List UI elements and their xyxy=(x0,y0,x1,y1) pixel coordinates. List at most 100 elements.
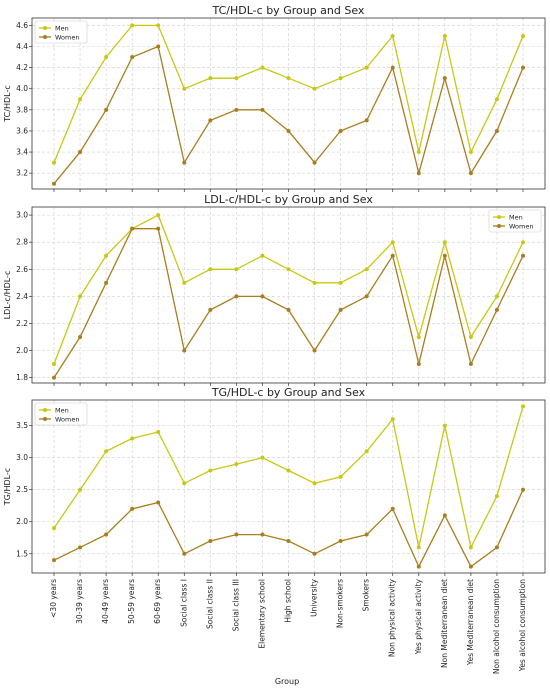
y-tick-label: 2.2 xyxy=(16,319,28,328)
data-point-women xyxy=(416,171,421,176)
data-point-men xyxy=(208,468,213,473)
chart-title: LDL-c/HDL-c by Group and Sex xyxy=(204,193,373,206)
x-tick-label: Social class III xyxy=(231,579,240,631)
data-point-men xyxy=(416,545,421,550)
data-point-women xyxy=(364,532,369,537)
data-point-women xyxy=(156,500,161,505)
legend-label: Women xyxy=(55,415,79,423)
data-point-men xyxy=(286,267,291,272)
x-axis-label: Group xyxy=(275,677,299,686)
data-point-men xyxy=(286,468,291,473)
y-tick-label: 2.8 xyxy=(16,238,28,247)
data-point-men xyxy=(338,76,343,81)
data-point-men xyxy=(78,487,83,492)
x-tick-label: High school xyxy=(284,579,293,623)
data-point-women xyxy=(156,226,161,231)
legend-label: Women xyxy=(55,33,79,41)
data-point-women xyxy=(521,487,525,492)
data-point-men xyxy=(260,455,265,460)
data-point-men xyxy=(364,267,369,272)
data-point-women xyxy=(442,513,447,518)
x-tick-label: 40-49 years xyxy=(101,579,110,624)
data-point-men xyxy=(390,417,395,422)
x-tick-label: University xyxy=(310,578,319,616)
data-point-women xyxy=(494,307,499,312)
data-point-women xyxy=(494,128,499,133)
data-point-women xyxy=(416,564,421,569)
data-point-women xyxy=(494,545,499,550)
y-tick-label: 3.8 xyxy=(16,105,28,114)
data-point-men xyxy=(52,362,56,367)
data-point-women xyxy=(286,128,291,133)
data-point-women xyxy=(208,307,213,312)
data-point-men xyxy=(468,545,473,550)
data-point-women xyxy=(78,150,83,155)
data-point-women xyxy=(468,564,473,569)
data-point-women xyxy=(234,294,239,299)
data-point-women xyxy=(260,294,265,299)
x-tick-label: 50-59 years xyxy=(127,579,136,624)
chart-title: TC/HDL-c by Group and Sex xyxy=(212,4,365,17)
data-point-men xyxy=(338,280,343,285)
data-point-men xyxy=(390,33,395,38)
data-point-women xyxy=(234,532,239,537)
data-point-women xyxy=(364,118,369,123)
data-point-women xyxy=(130,506,135,511)
data-point-men xyxy=(104,253,109,258)
y-tick-label: 3.4 xyxy=(16,148,28,157)
data-point-men xyxy=(312,481,317,486)
x-tick-label: Non physical activity xyxy=(388,578,397,657)
data-point-men xyxy=(130,23,135,28)
data-point-men xyxy=(338,474,343,479)
legend-swatch-marker xyxy=(43,408,47,412)
x-tick-label: Yes alcohol consumption xyxy=(518,579,527,672)
data-point-men xyxy=(130,436,135,441)
data-point-men xyxy=(442,423,447,428)
y-axis-label: TG/HDL-c xyxy=(3,468,12,507)
y-tick-label: 4.4 xyxy=(16,42,28,51)
data-point-women xyxy=(442,76,447,81)
data-point-men xyxy=(416,334,421,339)
y-tick-label: 4.0 xyxy=(16,84,28,93)
data-point-men xyxy=(78,97,83,102)
data-point-women xyxy=(130,226,135,231)
data-point-women xyxy=(416,362,421,367)
data-point-men xyxy=(156,23,161,28)
legend-swatch-marker xyxy=(43,417,47,421)
x-tick-label: Non-smokers xyxy=(336,579,345,628)
data-point-men xyxy=(390,240,395,245)
x-tick-label: Smokers xyxy=(362,579,371,611)
y-tick-label: 3.6 xyxy=(16,126,28,135)
legend-swatch-marker xyxy=(497,215,501,219)
legend-label: Men xyxy=(509,213,523,221)
data-point-women xyxy=(104,280,109,285)
data-point-women xyxy=(312,551,317,556)
data-point-women xyxy=(338,538,343,543)
data-point-women xyxy=(260,107,265,112)
data-point-men xyxy=(104,55,109,60)
y-tick-label: 1.5 xyxy=(16,549,28,558)
data-point-men xyxy=(494,294,499,299)
data-point-women xyxy=(130,55,135,60)
data-point-men xyxy=(260,253,265,258)
data-point-men xyxy=(442,240,447,245)
y-tick-label: 2.0 xyxy=(16,517,28,526)
data-point-men xyxy=(468,150,473,155)
data-point-men xyxy=(260,65,265,70)
data-point-men xyxy=(182,481,187,486)
data-point-men xyxy=(156,213,161,218)
data-point-women xyxy=(364,294,369,299)
data-point-men xyxy=(208,76,213,81)
x-tick-label: Social class I xyxy=(179,579,188,627)
y-axis-label: TC/HDL-c xyxy=(3,85,12,122)
data-point-women xyxy=(468,171,473,176)
y-tick-label: 4.6 xyxy=(16,21,28,30)
y-tick-label: 2.4 xyxy=(16,292,28,301)
y-tick-label: 2.6 xyxy=(16,265,28,274)
data-point-women xyxy=(442,253,447,258)
data-point-men xyxy=(234,462,239,467)
